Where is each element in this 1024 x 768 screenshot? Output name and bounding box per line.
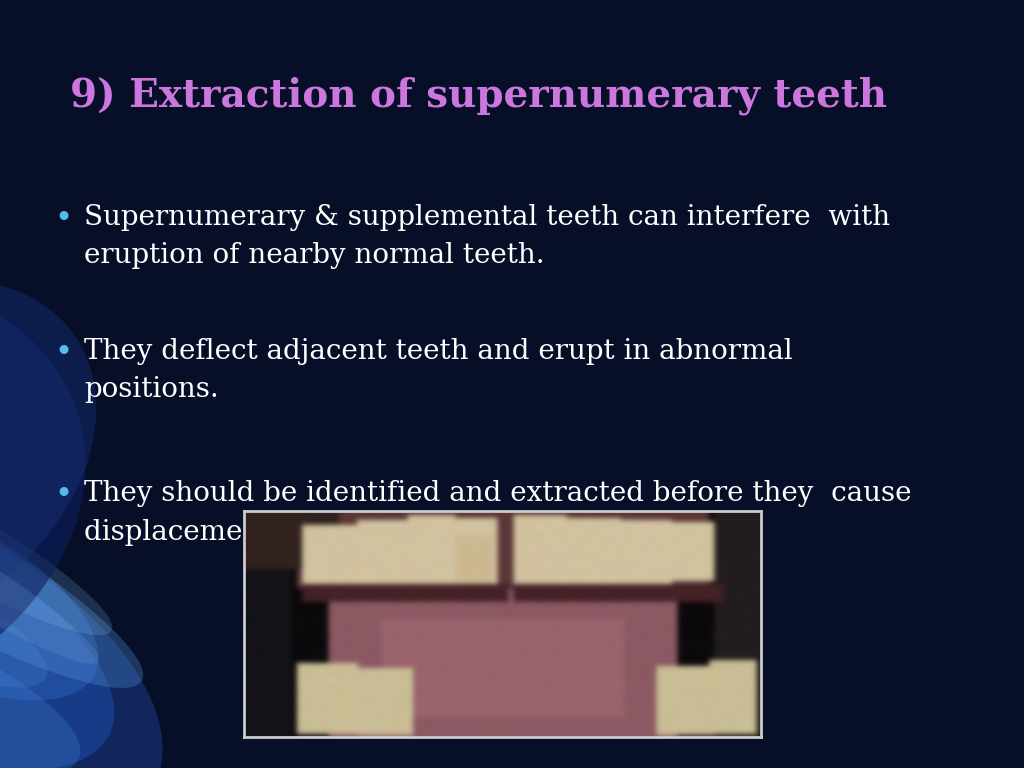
Ellipse shape <box>0 498 98 700</box>
Ellipse shape <box>0 418 143 688</box>
Text: They should be identified and extracted before they  cause
displacement of other: They should be identified and extracted … <box>84 480 911 545</box>
Ellipse shape <box>0 278 85 720</box>
Text: They deflect adjacent teeth and erupt in abnormal
positions.: They deflect adjacent teeth and erupt in… <box>84 338 793 403</box>
Ellipse shape <box>0 489 114 768</box>
Text: •: • <box>54 204 73 234</box>
Ellipse shape <box>0 473 99 664</box>
Ellipse shape <box>0 440 113 635</box>
Text: •: • <box>54 338 73 369</box>
Text: 9) Extraction of supernumerary teeth: 9) Extraction of supernumerary teeth <box>70 77 887 115</box>
Ellipse shape <box>0 576 80 768</box>
Text: •: • <box>54 480 73 511</box>
Ellipse shape <box>0 280 96 642</box>
Ellipse shape <box>0 541 47 687</box>
Text: Supernumerary & supplemental teeth can interfere  with
eruption of nearby normal: Supernumerary & supplemental teeth can i… <box>84 204 890 269</box>
Ellipse shape <box>0 454 163 768</box>
